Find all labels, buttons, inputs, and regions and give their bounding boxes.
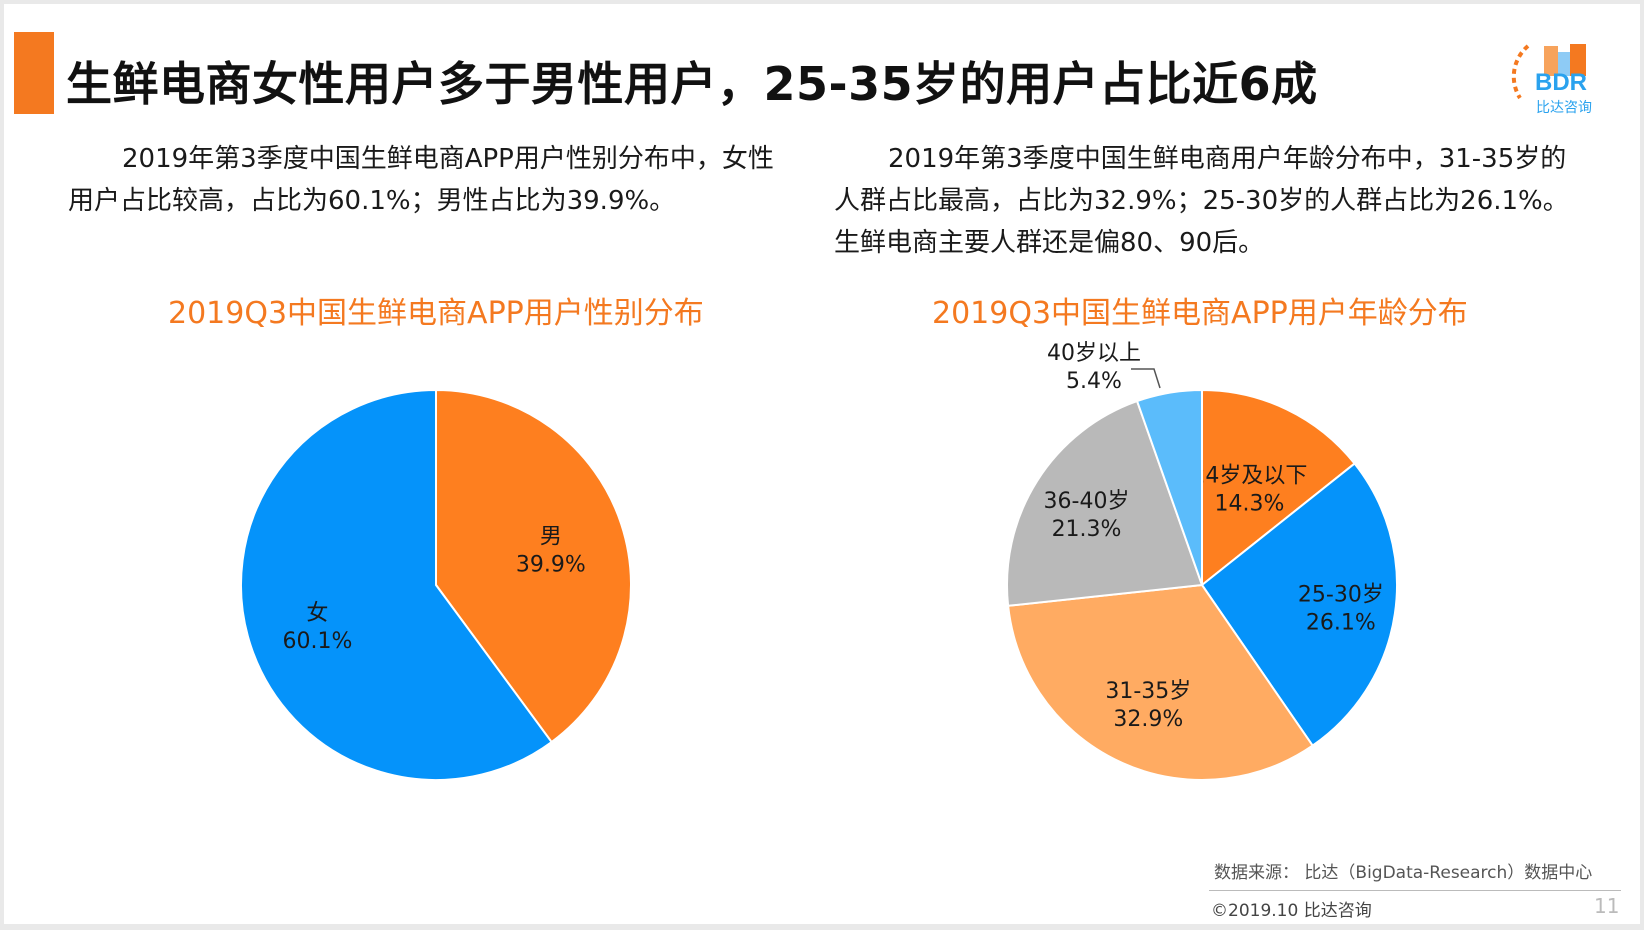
- age-label-4: 40岁以上: [1047, 341, 1141, 366]
- age-pie-chart: 24岁及以下 14.3% 25-30岁 26.1% 31-35岁 32.9% 36-40岁 2…: [1006, 341, 1398, 781]
- age-value-3: 21.3%: [1052, 517, 1122, 542]
- age-slice-2: [1007, 583, 1315, 781]
- data-source: 数据来源： 比达（BigData-Research）数据中心: [1214, 863, 1593, 883]
- gender-label-0: 男: [540, 524, 562, 549]
- age-label-0: 24岁及以下: [1191, 464, 1307, 489]
- age-label-3: 36-40岁: [1044, 489, 1130, 514]
- pie-charts: 男 39.9% 女 60.1% 24岁及以下 14.3% 25-30岁 26.1% 31-35…: [240, 341, 1398, 781]
- age-slice-4: [1135, 388, 1203, 586]
- age-value-1: 26.1%: [1306, 611, 1376, 636]
- age-description: 2019年第3季度中国生鲜电商用户年龄分布中，31-35岁的人群占比最高，占比为…: [834, 144, 1569, 258]
- gender-chart-title: 2019Q3中国生鲜电商APP用户性别分布: [168, 296, 704, 331]
- logo-ring-icon: [1511, 44, 1530, 100]
- age-value-0: 14.3%: [1214, 492, 1284, 517]
- title-accent-bar: [14, 32, 54, 114]
- gender-value-1: 60.1%: [282, 629, 352, 654]
- age-label-1: 25-30岁: [1298, 583, 1384, 608]
- age-value-4: 5.4%: [1066, 369, 1122, 394]
- gender-label-1: 女: [306, 601, 328, 626]
- gender-description: 2019年第3季度中国生鲜电商APP用户性别分布中，女性用户占比较高，占比为60…: [68, 144, 774, 216]
- age-value-2: 32.9%: [1113, 707, 1183, 732]
- age-label-2: 31-35岁: [1105, 679, 1191, 704]
- gender-slice-1: [240, 388, 554, 781]
- logo-subtext: 比达咨询: [1536, 100, 1592, 116]
- page-number: 11: [1594, 894, 1620, 918]
- page-title: 生鲜电商女性用户多于男性用户，25-35岁的用户占比近6成: [66, 57, 1318, 111]
- age-slice-3: [1006, 399, 1204, 607]
- age-slice-1: [1200, 462, 1398, 747]
- bdr-logo: BDR 比达咨询: [1511, 44, 1592, 116]
- slide: 生鲜电商女性用户多于男性用户，25-35岁的用户占比近6成 BDR 比达咨询 2…: [4, 4, 1640, 924]
- age-chart-title: 2019Q3中国生鲜电商APP用户年龄分布: [932, 296, 1468, 331]
- gender-slice-0: [435, 388, 632, 744]
- copyright: ©2019.10 比达咨询: [1211, 901, 1372, 921]
- age-slice-0: [1201, 388, 1356, 588]
- logo-text: BDR: [1535, 69, 1587, 96]
- leader-line-40plus: [1131, 368, 1161, 389]
- gender-pie-chart: 男 39.9% 女 60.1%: [240, 388, 632, 781]
- gender-value-0: 39.9%: [516, 552, 586, 577]
- footer-divider: [1209, 890, 1621, 891]
